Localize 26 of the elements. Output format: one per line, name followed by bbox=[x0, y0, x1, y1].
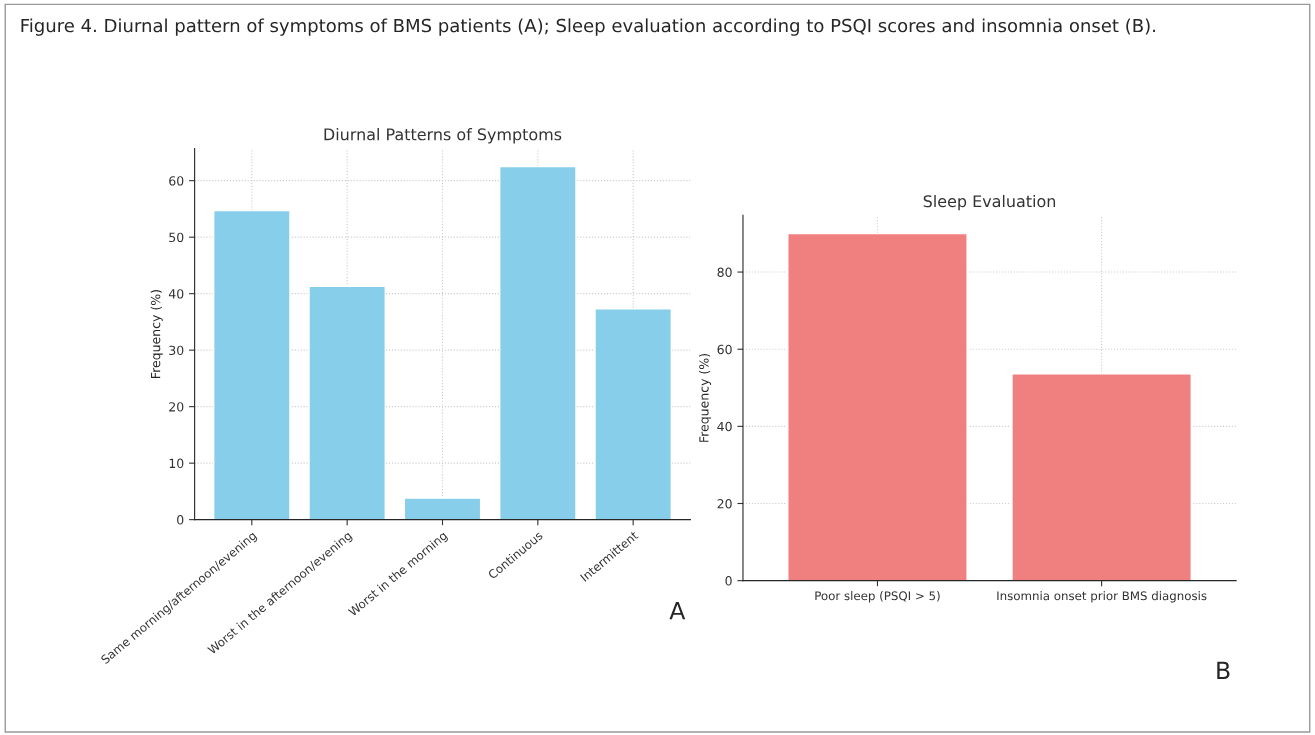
text: A bbox=[669, 602, 686, 620]
bar bbox=[594, 308, 673, 520]
y-tick-label: 60 bbox=[169, 176, 184, 186]
y-tick-label: 20 bbox=[169, 402, 184, 412]
bar bbox=[308, 285, 386, 520]
y-tick-label: 40 bbox=[717, 421, 732, 432]
y-tick-label: 0 bbox=[725, 576, 732, 586]
y-tick-label: 10 bbox=[169, 458, 184, 469]
y-tick-label: 50 bbox=[169, 232, 184, 243]
text: B bbox=[1217, 661, 1230, 679]
chart-title: Diurnal Patterns of Symptoms bbox=[324, 128, 562, 144]
x-tick-label: Insomnia onset prior BMS diagnosis bbox=[997, 591, 1207, 603]
y-tick-label: 20 bbox=[717, 498, 732, 509]
y-tick-label: 60 bbox=[717, 344, 732, 355]
bar bbox=[212, 209, 291, 520]
y-tick-label: 40 bbox=[168, 289, 184, 299]
bar bbox=[403, 497, 482, 520]
y-tick-label: 30 bbox=[169, 345, 184, 356]
y-tick-label: 0 bbox=[177, 515, 184, 525]
x-tick-label: Poor sleep (PSQI > 5) bbox=[815, 591, 940, 603]
y-tick-label: 80 bbox=[717, 267, 732, 277]
y-axis-title: Frequency (%) bbox=[150, 290, 163, 378]
chart-title: Sleep Evaluation bbox=[923, 194, 1056, 211]
caption: Figure 4. Diurnal pattern of symptoms of BMS patients (A); Sleep evaluation according to PSQI scores and insomnia onset (B). bbox=[21, 18, 1155, 36]
y-axis-title: Frequency (%) bbox=[699, 353, 712, 442]
bar bbox=[499, 165, 577, 520]
